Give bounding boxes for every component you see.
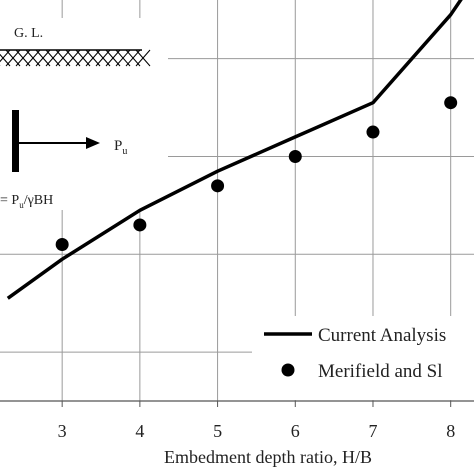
- data-point-merifield: [366, 125, 380, 139]
- legend-background: [252, 316, 474, 400]
- x-tick-label: 4: [135, 421, 144, 441]
- hatch-line: [85, 49, 101, 67]
- hatch-line: [75, 49, 91, 67]
- axis-layer: [0, 400, 474, 407]
- legend: Current Analysis Merifield and Sl: [252, 316, 474, 400]
- hatch-line: [105, 49, 121, 67]
- capacity-factor-formula: = Pu/γBH: [0, 193, 53, 210]
- ground-hatch: [0, 49, 151, 67]
- legend-label-current-analysis: Current Analysis: [318, 325, 446, 346]
- anchor-inset: G. L. Pu = Pu/γBH: [0, 18, 168, 210]
- data-point-merifield: [55, 238, 69, 252]
- series-layer: [6, 0, 463, 300]
- ground-level-label: G. L.: [14, 26, 43, 41]
- x-tick-label: 3: [58, 421, 67, 441]
- pullout-arrow-head-icon: [86, 137, 100, 149]
- hatch-line: [65, 49, 81, 67]
- hatch-line: [115, 49, 131, 67]
- legend-marker-swatch: [281, 363, 295, 377]
- hatch-line: [45, 49, 61, 67]
- hatch-line: [55, 49, 71, 67]
- legend-label-merifield: Merifield and Sl: [318, 361, 443, 382]
- anchor-plate: [12, 110, 19, 172]
- x-axis-label: Embedment depth ratio, H/B: [164, 447, 372, 467]
- hatch-line: [0, 49, 11, 63]
- series-line-current-analysis: [6, 0, 463, 300]
- x-tick-label: 7: [368, 421, 377, 441]
- data-point-merifield: [133, 218, 147, 232]
- hatch-line: [25, 49, 41, 67]
- hatch-line: [15, 49, 31, 67]
- x-tick-label: 6: [291, 421, 300, 441]
- x-tick-labels: 3 4 5 6 7 8: [58, 421, 456, 441]
- hatch-line: [95, 49, 111, 67]
- hatch-line: [135, 49, 151, 67]
- hatch-line: [125, 49, 141, 67]
- inset-background: [0, 18, 168, 210]
- data-point-merifield: [288, 149, 302, 163]
- hatch-line: [5, 49, 21, 67]
- x-tick-label: 5: [213, 421, 222, 441]
- x-tick-label: 8: [446, 421, 455, 441]
- data-point-merifield: [211, 179, 225, 193]
- data-point-merifield: [444, 96, 458, 110]
- pullout-force-label: Pu: [114, 138, 127, 157]
- hatch-line: [35, 49, 51, 67]
